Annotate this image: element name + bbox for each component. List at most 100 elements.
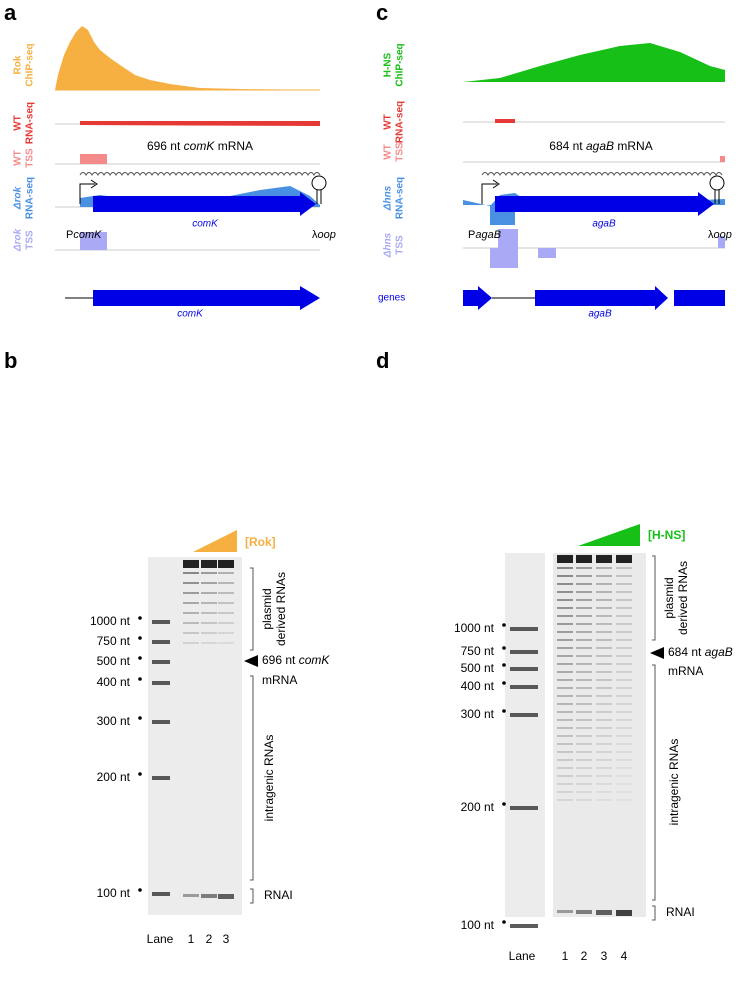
marker-label: 200 nt — [461, 800, 495, 814]
smear-band — [616, 783, 632, 785]
smear-band — [557, 735, 573, 737]
marker-band — [152, 640, 170, 644]
smear-band — [596, 583, 612, 585]
smear-band — [201, 632, 217, 634]
smear-band — [557, 671, 573, 673]
marker-band — [152, 892, 170, 896]
smear-band — [183, 612, 199, 614]
gel — [505, 553, 545, 917]
smear-band — [616, 623, 632, 625]
smear-band — [596, 599, 612, 601]
smear-band — [616, 775, 632, 777]
smear-band — [557, 623, 573, 625]
terminator — [316, 190, 322, 204]
marker-dot — [502, 920, 506, 924]
lane-number: 4 — [621, 949, 628, 963]
bracket — [250, 567, 254, 651]
arrow-label: mRNA — [668, 664, 703, 678]
smear-band — [576, 767, 592, 769]
gene-arrow — [93, 286, 320, 310]
smear-band — [616, 735, 632, 737]
track-assay: RNA-seq — [25, 102, 36, 144]
smear-band — [557, 655, 573, 657]
track-name: Δrok — [13, 186, 24, 210]
marker-band — [510, 650, 538, 654]
bracket — [250, 888, 254, 904]
smear-band — [596, 767, 612, 769]
well-band — [616, 555, 632, 563]
smear-band — [201, 602, 217, 604]
smear-band — [596, 663, 612, 665]
smear-band — [557, 631, 573, 633]
well-band — [596, 555, 612, 563]
track-assay: RNA-seq — [395, 101, 406, 143]
gene-arrow — [535, 286, 668, 310]
terminator — [709, 175, 725, 191]
terminator-label: λoop — [708, 229, 732, 241]
gene-label: agaB — [588, 309, 612, 320]
marker-label: 500 nt — [97, 654, 131, 668]
smear-band — [557, 663, 573, 665]
marker-dot — [138, 888, 142, 892]
track-name: WT — [383, 144, 394, 160]
smear-band — [576, 799, 592, 801]
smear-band — [557, 575, 573, 577]
smear-band — [616, 703, 632, 705]
track-assay: TSS — [395, 235, 406, 255]
smear-band — [218, 612, 234, 614]
transcript-wave — [481, 172, 723, 176]
marker-label: 200 nt — [97, 770, 131, 784]
smear-band — [596, 615, 612, 617]
plasmid-label: plasmid — [260, 588, 274, 629]
rnai-band — [576, 910, 592, 914]
rnai-band — [616, 910, 632, 916]
tss-track — [490, 248, 518, 268]
smear-band — [576, 783, 592, 785]
track-assay: TSS — [25, 230, 36, 250]
arrowhead — [244, 655, 258, 667]
dose-triangle — [578, 524, 640, 546]
smear-band — [596, 711, 612, 713]
lane-label: Lane — [509, 949, 536, 963]
smear-band — [557, 791, 573, 793]
marker-dot — [502, 646, 506, 650]
smear-band — [557, 583, 573, 585]
rnai-band — [201, 894, 217, 898]
smear-band — [557, 703, 573, 705]
chip-track — [55, 26, 320, 90]
marker-label: 750 nt — [461, 644, 495, 658]
smear-band — [557, 607, 573, 609]
smear-band — [576, 671, 592, 673]
smear-band — [576, 599, 592, 601]
tracks-a — [55, 26, 320, 310]
smear-band — [557, 727, 573, 729]
smear-band — [596, 639, 612, 641]
smear-band — [557, 567, 573, 569]
arrow-label: mRNA — [262, 673, 297, 687]
smear-band — [576, 623, 592, 625]
smear-band — [616, 679, 632, 681]
smear-band — [616, 583, 632, 585]
rna-track — [495, 119, 515, 123]
marker-label: 500 nt — [461, 661, 495, 675]
smear-band — [596, 799, 612, 801]
marker-dot — [502, 663, 506, 667]
lane-number: 3 — [601, 949, 608, 963]
smear-band — [183, 572, 199, 574]
smear-band — [576, 695, 592, 697]
panel-letter: a — [4, 0, 17, 25]
marker-dot — [502, 802, 506, 806]
bracket — [652, 905, 656, 921]
tracks-c — [463, 43, 725, 310]
smear-band — [616, 711, 632, 713]
plasmid-label: plasmid — [662, 577, 676, 618]
marker-band — [510, 685, 538, 689]
smear-band — [557, 687, 573, 689]
marker-band — [510, 713, 538, 717]
smear-band — [557, 751, 573, 753]
smear-band — [596, 743, 612, 745]
smear-band — [576, 607, 592, 609]
marker-band — [152, 620, 170, 624]
smear-band — [596, 607, 612, 609]
smear-band — [557, 759, 573, 761]
